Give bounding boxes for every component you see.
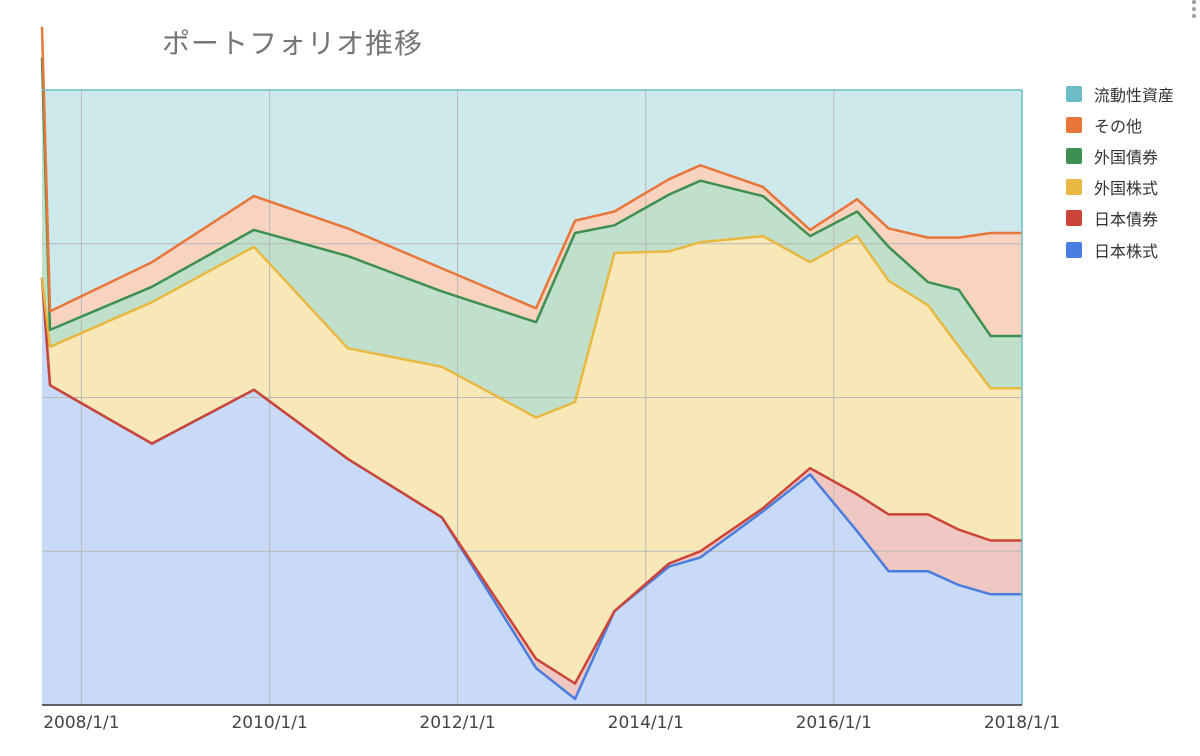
x-tick-label: 2014/1/1	[608, 713, 684, 733]
area-5	[42, 27, 1022, 312]
x-tick-label: 2016/1/1	[796, 713, 872, 733]
legend-swatch	[1066, 116, 1082, 133]
legend-label: 外国株式	[1094, 179, 1159, 199]
series-line-1	[40, 277, 1022, 685]
legend-label: その他	[1094, 116, 1143, 136]
legend-item[interactable]: 日本債券	[1066, 203, 1174, 234]
chart-menu-icon[interactable]	[1192, 0, 1198, 21]
legend-item[interactable]: 流動性資産	[1066, 78, 1174, 109]
legend-item[interactable]: 外国株式	[1066, 172, 1174, 203]
legend-swatch	[1066, 210, 1082, 227]
legend-label: 日本債券	[1094, 210, 1159, 230]
legend-item[interactable]: 日本株式	[1066, 234, 1174, 265]
area-1	[42, 277, 1022, 699]
x-tick-label: 2008/1/1	[43, 713, 119, 733]
legend-item[interactable]: 外国債券	[1066, 140, 1174, 171]
chart-legend: 流動性資産その他外国債券外国株式日本債券日本株式	[1066, 78, 1174, 265]
legend-item[interactable]: その他	[1066, 109, 1174, 140]
legend-label: 外国債券	[1094, 147, 1159, 167]
legend-swatch	[1066, 241, 1082, 258]
legend-swatch	[1066, 85, 1082, 102]
series-line-4	[40, 26, 1022, 313]
area-3	[42, 57, 1022, 418]
chart-title: ポートフォリオ推移	[162, 27, 424, 60]
legend-swatch	[1066, 179, 1082, 196]
series-line-2	[40, 234, 1022, 419]
area-2	[42, 236, 1022, 684]
area-0	[42, 277, 1022, 705]
x-tick-label: 2010/1/1	[231, 713, 307, 733]
series-line-3	[40, 57, 1022, 338]
legend-label: 流動性資産	[1094, 85, 1175, 105]
legend-label: 日本株式	[1094, 241, 1159, 261]
legend-swatch	[1066, 147, 1082, 164]
x-tick-label: 2012/1/1	[419, 713, 495, 733]
x-tick-label: 2018/1/1	[984, 713, 1060, 733]
